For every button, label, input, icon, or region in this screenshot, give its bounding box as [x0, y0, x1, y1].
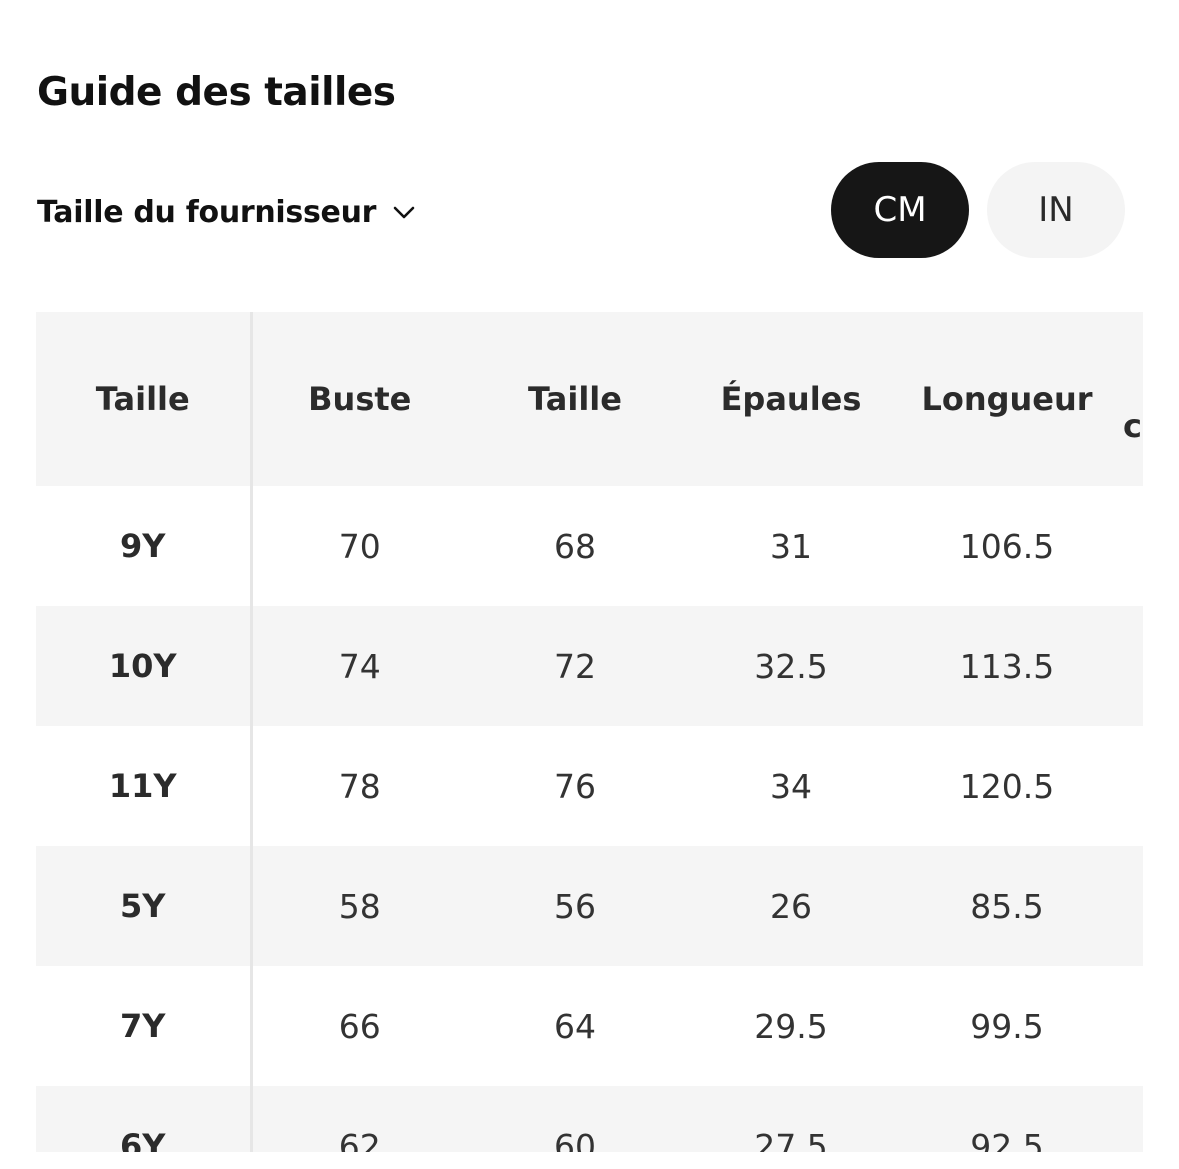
supplier-size-label: Taille du fournisseur [37, 194, 377, 230]
waist-cell: 72 [467, 606, 683, 726]
size-cell: 6Y [36, 1086, 253, 1152]
waist-cell: 76 [467, 726, 683, 846]
length-cell: 106.5 [899, 486, 1115, 606]
length-cell: 92.5 [899, 1086, 1115, 1152]
shoulders-cell: 27.5 [683, 1086, 899, 1152]
unit-in-button[interactable]: IN [987, 162, 1125, 258]
size-cell: 10Y [36, 606, 253, 726]
bust-cell: 58 [251, 846, 467, 966]
extra-cell [1115, 1086, 1143, 1152]
bust-cell: 78 [251, 726, 467, 846]
length-cell: 120.5 [899, 726, 1115, 846]
waist-cell: 68 [467, 486, 683, 606]
shoulders-cell: 31 [683, 486, 899, 606]
header-bust: Buste [251, 312, 467, 486]
size-cell: 5Y [36, 846, 253, 966]
bust-cell: 74 [251, 606, 467, 726]
table-row: 6Y 62 60 27.5 92.5 [36, 1086, 1143, 1152]
unit-cm-button[interactable]: CM [831, 162, 969, 258]
size-table-container[interactable]: Taille Buste Taille Épaules Longueur c 9… [36, 312, 1143, 1152]
extra-cell [1115, 486, 1143, 606]
shoulders-cell: 29.5 [683, 966, 899, 1086]
page-title: Guide des tailles [37, 70, 396, 115]
header-extra-partial: c [1115, 312, 1143, 486]
bust-cell: 70 [251, 486, 467, 606]
extra-cell [1115, 606, 1143, 726]
bust-cell: 62 [251, 1086, 467, 1152]
shoulders-cell: 26 [683, 846, 899, 966]
table-row: 11Y 78 76 34 120.5 [36, 726, 1143, 846]
table-row: 7Y 66 64 29.5 99.5 [36, 966, 1143, 1086]
table-row: 10Y 74 72 32.5 113.5 [36, 606, 1143, 726]
header-length: Longueur [899, 312, 1115, 486]
waist-cell: 56 [467, 846, 683, 966]
table-header-row: Taille Buste Taille Épaules Longueur c [36, 312, 1143, 486]
size-table: Taille Buste Taille Épaules Longueur c 9… [36, 312, 1143, 1152]
extra-cell [1115, 966, 1143, 1086]
chevron-down-icon [393, 206, 415, 219]
size-cell: 9Y [36, 486, 253, 606]
table-row: 5Y 58 56 26 85.5 [36, 846, 1143, 966]
size-cell: 7Y [36, 966, 253, 1086]
length-cell: 99.5 [899, 966, 1115, 1086]
waist-cell: 60 [467, 1086, 683, 1152]
table-row: 9Y 70 68 31 106.5 [36, 486, 1143, 606]
extra-cell [1115, 726, 1143, 846]
header-waist: Taille [467, 312, 683, 486]
header-shoulders: Épaules [683, 312, 899, 486]
bust-cell: 66 [251, 966, 467, 1086]
shoulders-cell: 32.5 [683, 606, 899, 726]
extra-cell [1115, 846, 1143, 966]
length-cell: 113.5 [899, 606, 1115, 726]
length-cell: 85.5 [899, 846, 1115, 966]
size-cell: 11Y [36, 726, 253, 846]
shoulders-cell: 34 [683, 726, 899, 846]
header-size: Taille [36, 312, 253, 486]
supplier-size-dropdown[interactable]: Taille du fournisseur [37, 190, 416, 234]
waist-cell: 64 [467, 966, 683, 1086]
